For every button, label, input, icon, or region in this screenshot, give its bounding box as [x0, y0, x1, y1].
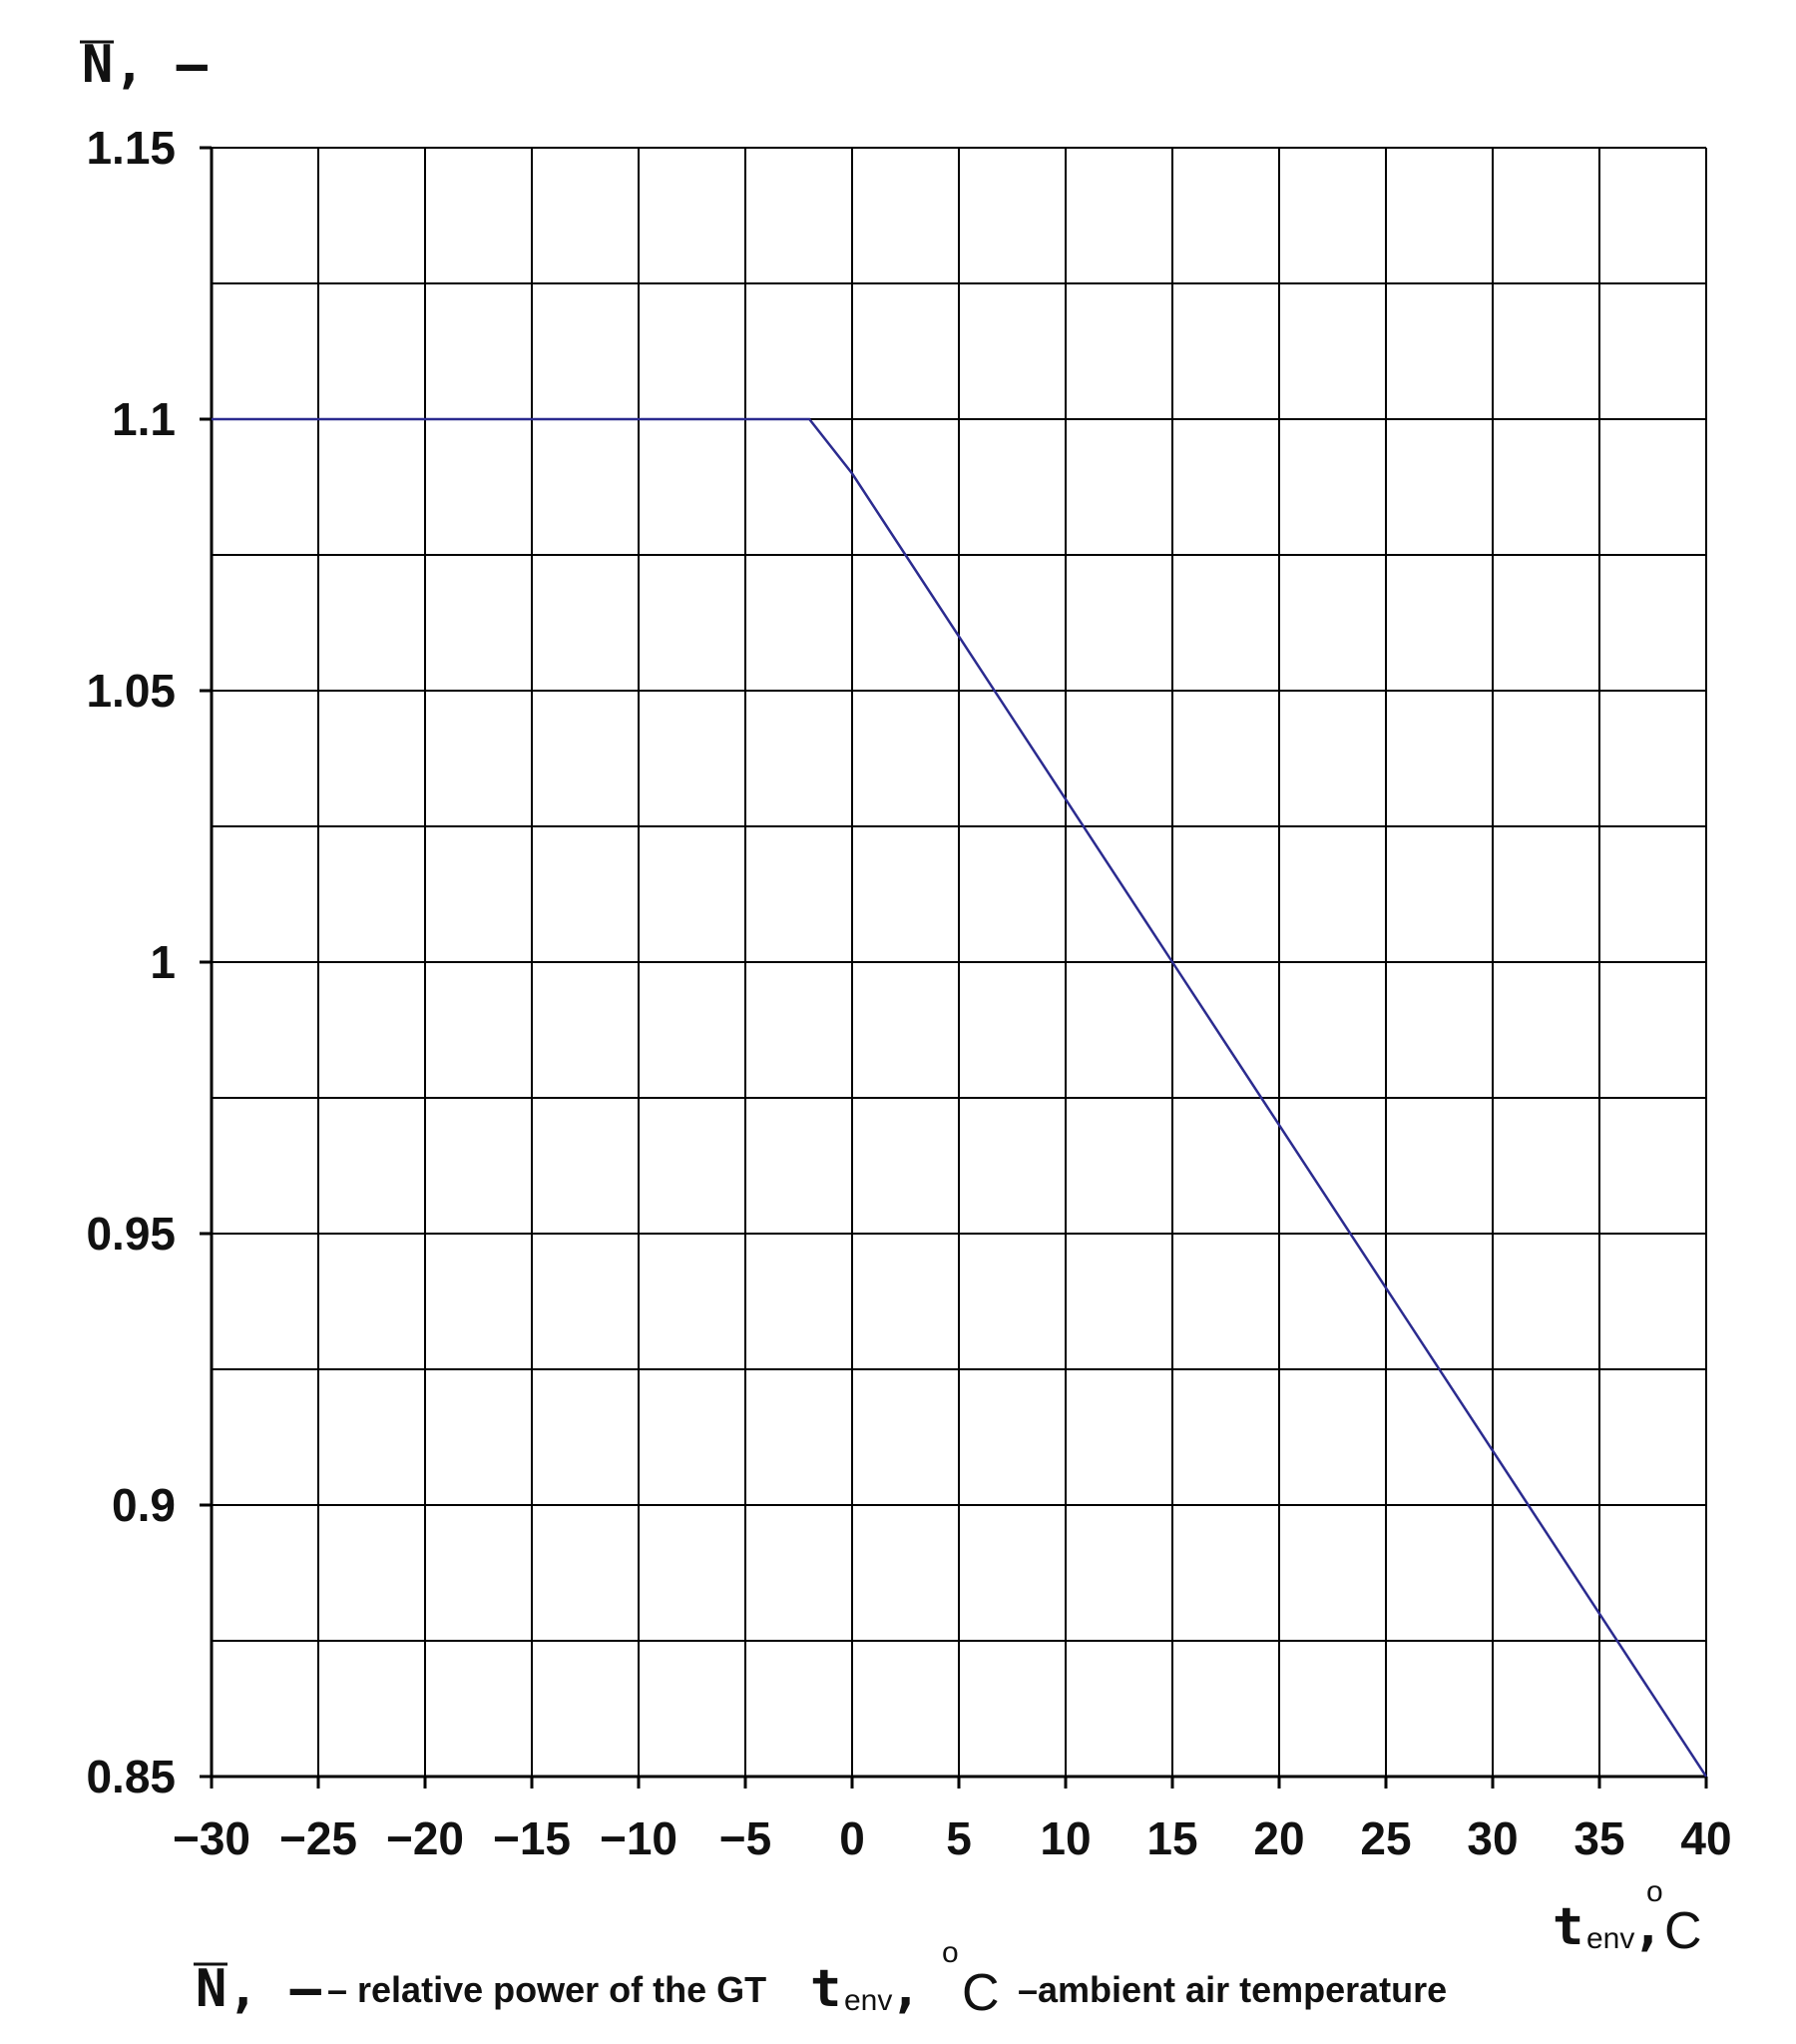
grid: [212, 147, 1707, 1777]
x-tick-label: 0: [839, 1812, 865, 1864]
legend-n-symbol: N: [196, 1959, 226, 2019]
y-tick-label: 1: [150, 936, 176, 988]
y-tick-label: 1.1: [112, 393, 176, 445]
series-layer: [212, 417, 1708, 1778]
x-tick-label: 25: [1360, 1812, 1411, 1864]
x-tick-label: −5: [719, 1812, 771, 1864]
x-tick-label: 5: [946, 1812, 972, 1864]
x-axis-label-degree: o: [1646, 1875, 1663, 1908]
y-tick-label: 0.85: [86, 1751, 176, 1802]
y-axis-label: N , –: [80, 35, 209, 95]
legend-t-subscript: env: [844, 1984, 892, 2017]
x-axis-label: t env , o C: [1553, 1875, 1702, 1960]
x-axis-label-comma: ,: [1632, 1897, 1663, 1957]
series-line-0: [212, 417, 1708, 1778]
x-tick-label: 30: [1467, 1812, 1518, 1864]
x-axis-label-unit: C: [1664, 1902, 1702, 1960]
x-tick-label: 40: [1680, 1812, 1731, 1864]
x-tick-label: −25: [279, 1812, 357, 1864]
legend-n-text: – relative power of the GT: [327, 1969, 766, 2010]
legend-t-comma: ,: [890, 1959, 921, 2019]
legend-t-degree: o: [942, 1936, 959, 1969]
x-tick-label: 10: [1040, 1812, 1091, 1864]
legend-t-symbol: t: [810, 1959, 841, 2019]
y-tick-label: 0.9: [112, 1479, 176, 1531]
x-tick-label: 15: [1146, 1812, 1197, 1864]
ticks: −30 −25 −20 −15 −10 −5 0 5 10 15 20 25 30 35 40 0.85 0.9…: [86, 122, 1731, 1864]
x-tick-label: −10: [600, 1812, 677, 1864]
x-tick-label: −30: [173, 1812, 250, 1864]
x-axis-label-symbol: t: [1553, 1897, 1583, 1957]
legend-t-text: –ambient air temperature: [1018, 1969, 1447, 2010]
x-tick-label: 20: [1253, 1812, 1304, 1864]
legend-t-unit: C: [962, 1964, 1000, 2022]
y-axis-label-suffix: , –: [114, 35, 209, 95]
y-tick-label: 1.05: [86, 665, 176, 717]
x-tick-label: −20: [386, 1812, 464, 1864]
y-tick-label: 0.95: [86, 1208, 176, 1260]
legend-n-suffix: , –: [227, 1959, 322, 2019]
y-tick-label: 1.15: [86, 122, 176, 174]
x-axis-label-subscript: env: [1586, 1922, 1634, 1955]
x-tick-label: −15: [493, 1812, 571, 1864]
legend-note: N , – – relative power of the GT t env ,…: [194, 1936, 1447, 2022]
y-axis-label-symbol: N: [82, 35, 113, 95]
x-tick-label: 35: [1573, 1812, 1624, 1864]
